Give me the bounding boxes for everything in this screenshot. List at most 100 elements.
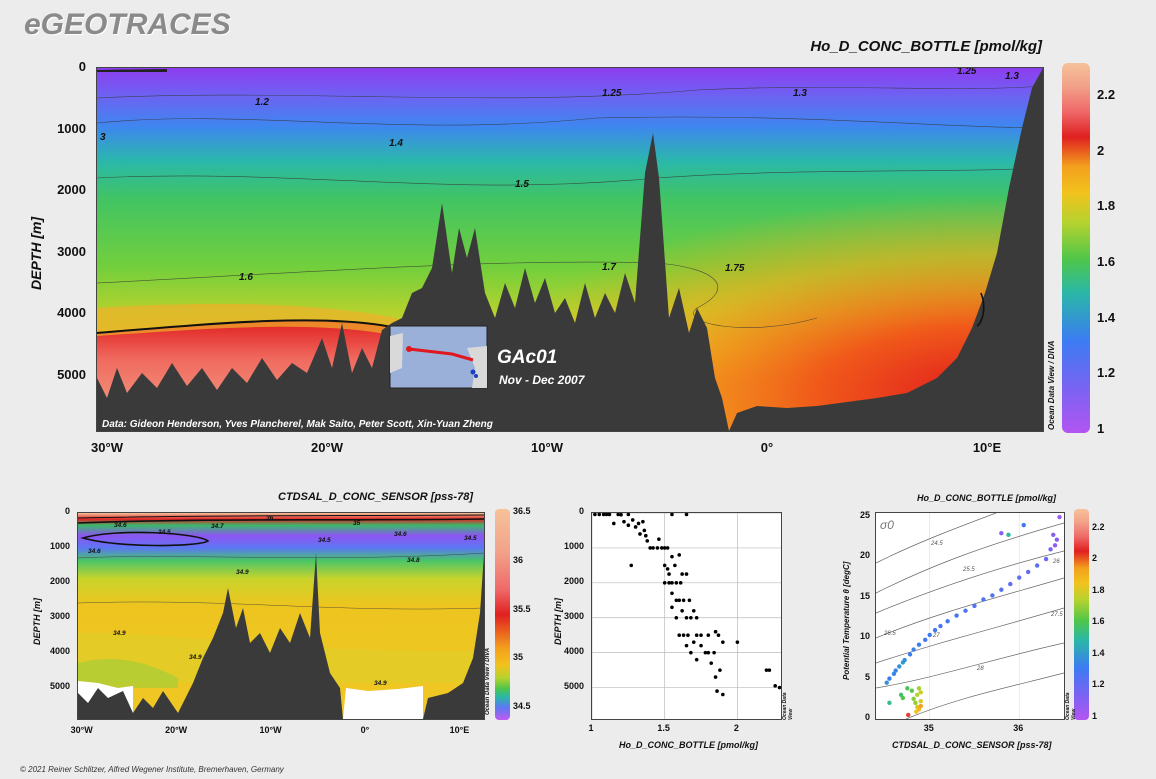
data-point	[662, 563, 667, 568]
data-point	[699, 633, 703, 638]
data-point	[665, 567, 670, 571]
tick-label: 30°W	[91, 440, 123, 455]
data-point	[735, 640, 740, 644]
ts-title: Ho_D_CONC_BOTTLE [pmol/kg]	[917, 493, 1057, 503]
data-point	[718, 668, 722, 672]
data-point	[694, 657, 699, 662]
data-point	[667, 572, 671, 576]
data-point	[680, 572, 684, 576]
contour-label: 34.6	[88, 548, 101, 555]
data-point	[713, 629, 718, 634]
data-point	[913, 700, 918, 706]
section-name: GAc01	[497, 347, 557, 368]
tick-label: 15	[859, 590, 870, 601]
data-point	[655, 546, 660, 550]
tick-label: 1.6	[1097, 253, 1116, 269]
data-point	[616, 513, 620, 517]
tick-label: 1000	[49, 540, 70, 551]
tick-label: 1.6	[1092, 616, 1105, 627]
data-point	[764, 668, 769, 672]
ts-svg: 24.5 25.5 26 26.5 27 27.5 28 σ0	[876, 513, 1064, 719]
data-point	[916, 707, 922, 712]
data-point	[963, 608, 968, 613]
ts-y-axis-label: Potential Temperature θ [degC]	[842, 561, 851, 680]
data-point	[612, 521, 616, 526]
data-point	[604, 513, 609, 517]
data-point	[678, 581, 683, 585]
main-colorbar-credit: Ocean Data View / DIVA	[1047, 340, 1056, 430]
tick-label: 1.8	[1097, 198, 1116, 214]
data-point	[1017, 575, 1022, 580]
tick-label: 20°W	[165, 725, 188, 735]
contour-label: 35	[353, 520, 361, 527]
data-point	[909, 688, 915, 693]
tick-label: 5000	[49, 680, 70, 691]
contour-label: 1.3	[793, 88, 807, 99]
data-point	[677, 633, 682, 638]
tick-label: 1.4	[1097, 309, 1116, 325]
contour-label: 1.25	[957, 68, 977, 77]
data-point	[916, 686, 922, 691]
tick-label: 2000	[563, 575, 584, 586]
tick-label: 5000	[563, 680, 584, 691]
main-section-plot: GAc01 Nov - Dec 2007 Data: Gideon Hender…	[96, 67, 1044, 432]
data-point	[670, 581, 674, 585]
contour-label: 34.6	[394, 531, 407, 538]
data-point	[709, 661, 714, 665]
tick-label: 2.2	[1097, 86, 1116, 102]
isopycnal-label: 26.5	[883, 631, 896, 637]
data-point	[677, 553, 682, 557]
profile-y-axis-label: DEPTH [m]	[553, 598, 563, 645]
data-point	[636, 521, 641, 526]
tick-label: 20	[859, 550, 870, 561]
data-point	[622, 519, 626, 524]
main-colorbar	[1062, 63, 1090, 433]
tick-label: 20°W	[311, 440, 343, 455]
data-point	[687, 598, 692, 603]
data-point	[1021, 522, 1026, 528]
data-point	[900, 695, 906, 701]
data-point	[706, 650, 711, 655]
salinity-colorbar-credit: Ocean Data View / DIVA	[485, 647, 491, 715]
ts-plot: 24.5 25.5 26 26.5 27 27.5 28 σ0	[875, 512, 1065, 720]
tick-label: 1000	[57, 120, 86, 136]
data-point	[923, 637, 928, 643]
data-point	[1048, 547, 1053, 552]
data-point	[887, 676, 892, 681]
contour-label: 34.9	[113, 630, 126, 637]
tick-label: 35	[923, 723, 934, 733]
data-point	[694, 615, 699, 620]
salinity-title: CTDSAL_D_CONC_SENSOR [pss-78]	[278, 491, 473, 503]
data-point	[911, 696, 916, 702]
data-point	[907, 652, 913, 657]
tick-label: 36	[513, 554, 524, 565]
isopycnal-label: 27	[932, 633, 940, 639]
data-point	[689, 650, 693, 655]
tick-label: 1.2	[1092, 679, 1105, 690]
data-point	[715, 689, 719, 693]
data-point	[673, 563, 677, 568]
data-point	[906, 712, 911, 718]
salinity-section-plot: 36 34.6 34.7 35 34.5 34.5 34.6 34.6 34.8…	[77, 512, 485, 720]
data-point	[893, 668, 898, 673]
contour-label: 34.5	[464, 535, 477, 542]
contour-label: 1.4	[389, 138, 403, 149]
tick-label: 0	[78, 59, 86, 74]
data-point	[699, 643, 703, 648]
contour-label: 34.8	[407, 557, 420, 564]
data-point	[684, 513, 689, 517]
data-point	[667, 581, 671, 585]
tick-label: 4000	[563, 645, 584, 656]
contour-label: 1.5	[515, 179, 529, 190]
brand-logo: eGEOTRACES	[24, 8, 231, 41]
data-point	[1054, 537, 1060, 542]
data-point	[777, 685, 781, 690]
tick-label: 2000	[57, 182, 86, 198]
data-point	[607, 513, 612, 517]
contour-label: 1.75	[725, 263, 745, 274]
data-point	[689, 615, 693, 620]
ts-x-axis-label: CTDSAL_D_CONC_SENSOR [pss-78]	[892, 740, 1052, 750]
data-point	[916, 642, 922, 647]
data-point	[657, 537, 661, 541]
data-point	[981, 597, 986, 602]
